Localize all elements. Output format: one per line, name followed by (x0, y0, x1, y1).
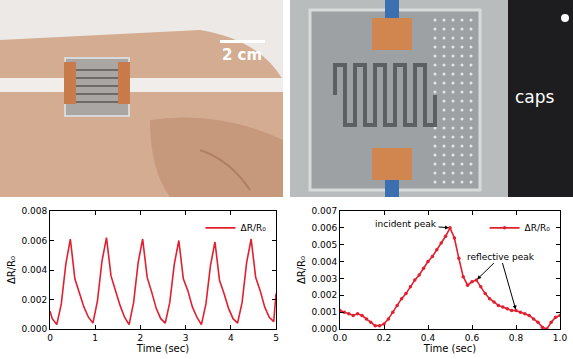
svg-text:0.003: 0.003 (311, 274, 337, 284)
svg-text:0.005: 0.005 (311, 240, 337, 250)
svg-text:1.0: 1.0 (553, 333, 568, 343)
svg-text:0.001: 0.001 (311, 307, 337, 317)
svg-text:0.006: 0.006 (311, 223, 337, 233)
svg-text:0.6: 0.6 (465, 333, 480, 343)
svg-text:ΔR/R₀: ΔR/R₀ (240, 223, 266, 233)
svg-text:incident peak: incident peak (375, 219, 437, 229)
svg-text:0.000: 0.000 (311, 324, 337, 334)
svg-text:0.0: 0.0 (333, 333, 348, 343)
svg-text:0.4: 0.4 (421, 333, 436, 343)
svg-text:reflective peak: reflective peak (467, 252, 535, 262)
svg-text:Time (sec): Time (sec) (423, 343, 476, 354)
svg-text:ΔR/R₀: ΔR/R₀ (296, 256, 307, 284)
svg-text:2: 2 (138, 333, 144, 343)
svg-text:0.8: 0.8 (509, 333, 524, 343)
svg-text:0.2: 0.2 (377, 333, 391, 343)
svg-text:0.006: 0.006 (21, 236, 47, 246)
svg-text:0.007: 0.007 (311, 206, 337, 216)
svg-text:5: 5 (273, 333, 279, 343)
svg-text:3: 3 (183, 333, 189, 343)
svg-text:0.000: 0.000 (21, 324, 47, 334)
svg-text:0.004: 0.004 (311, 257, 337, 267)
svg-text:ΔR/R₀: ΔR/R₀ (6, 256, 17, 284)
svg-text:0.002: 0.002 (21, 295, 47, 305)
svg-text:2 cm: 2 cm (222, 46, 262, 64)
svg-text:Time (sec): Time (sec) (136, 343, 189, 354)
svg-text:0.008: 0.008 (21, 206, 47, 216)
svg-text:4: 4 (228, 333, 234, 343)
svg-text:1: 1 (92, 333, 98, 343)
svg-text:0.002: 0.002 (311, 290, 337, 300)
svg-text:caps: caps (515, 87, 555, 107)
svg-text:0: 0 (47, 333, 53, 343)
svg-text:ΔR/R₀: ΔR/R₀ (525, 223, 551, 233)
svg-text:0.004: 0.004 (21, 265, 47, 275)
